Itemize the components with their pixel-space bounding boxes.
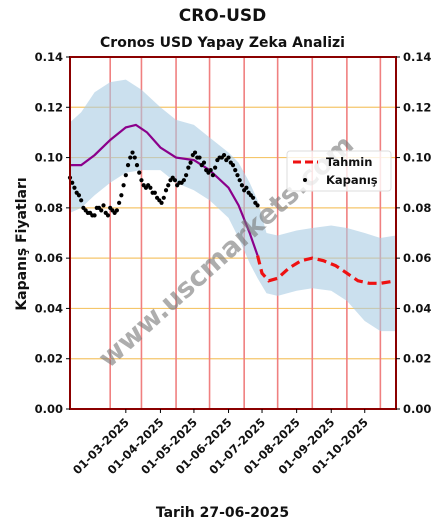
chart-subtitle: Cronos USD Yapay Zeka Analizi: [100, 35, 345, 51]
close-price-point: [237, 178, 242, 183]
close-price-point: [184, 173, 189, 178]
close-price-point: [188, 160, 193, 165]
close-price-point: [105, 213, 111, 218]
close-price-point: [250, 195, 256, 200]
close-price-point: [134, 163, 140, 168]
close-price-point: [99, 208, 104, 213]
legend-forecast-label: Tahmin: [326, 155, 372, 169]
close-price-point: [128, 155, 133, 160]
y-tick-label-right: 0.10: [403, 151, 431, 165]
close-price-point: [79, 198, 84, 203]
close-price-point: [70, 180, 75, 185]
close-price-point: [117, 200, 122, 205]
close-price-point: [192, 150, 198, 155]
y-tick-label-left: 0.02: [35, 352, 63, 366]
plot-frame: [69, 56, 397, 410]
close-price-point: [239, 183, 245, 188]
y-tick-label-left: 0.12: [35, 100, 63, 114]
y-tick-label-left: 0.08: [35, 201, 63, 215]
close-price-point: [166, 183, 171, 188]
close-price-point: [139, 178, 144, 183]
y-tick-label-right: 0.08: [403, 201, 431, 215]
close-price-point: [233, 168, 238, 173]
trend-line: [70, 123, 259, 256]
forecast-line: [256, 255, 397, 285]
close-price-point: [161, 195, 166, 200]
y-tick-label-right: 0.12: [403, 100, 431, 114]
close-price-point: [114, 208, 119, 213]
chart-title: CRO-USD: [178, 6, 267, 26]
close-price-point: [101, 203, 106, 208]
close-price-point: [159, 200, 164, 205]
y-tick-label-left: 0.00: [35, 402, 63, 416]
close-price-point: [181, 178, 186, 183]
close-price-point: [235, 173, 240, 178]
close-price-point: [197, 155, 202, 160]
close-price-point: [121, 183, 126, 188]
close-price-point: [148, 185, 153, 190]
y-tick-label-right: 0.04: [403, 301, 431, 315]
close-price-point: [208, 168, 213, 173]
close-price-point: [201, 160, 207, 165]
close-price-point: [221, 152, 227, 158]
y-tick-label-right: 0.06: [403, 251, 431, 265]
legend: Tahmin Kapanış: [286, 150, 392, 192]
close-price-point: [230, 163, 236, 168]
y-tick-label-left: 0.10: [35, 151, 63, 165]
y-tick-label-right: 0.00: [403, 402, 431, 416]
close-price-point: [125, 163, 131, 168]
close-price-point: [130, 150, 135, 155]
close-price-point: [244, 185, 249, 190]
close-price-point: [137, 170, 142, 175]
x-axis-caption: Tarih 27-06-2025: [155, 505, 290, 521]
close-price-point: [119, 193, 124, 198]
close-price-point: [92, 213, 97, 218]
close-price-point: [76, 193, 82, 198]
close-price-point: [255, 203, 260, 208]
legend-close-label: Kapanış: [326, 173, 378, 187]
close-price-point: [72, 185, 77, 190]
y-tick-label-left: 0.06: [35, 251, 63, 265]
y-tick-label-right: 0.14: [403, 50, 431, 64]
close-price-point: [152, 190, 157, 195]
y-tick-label-right: 0.02: [403, 352, 431, 366]
close-price-point: [210, 173, 216, 178]
close-price-point: [186, 165, 191, 170]
y-tick-label-left: 0.04: [35, 301, 63, 315]
close-price-point: [172, 178, 178, 183]
close-price-point: [123, 173, 128, 178]
close-price-point: [226, 155, 231, 160]
close-price-point: [213, 165, 218, 170]
close-price-point: [132, 155, 137, 160]
close-price-point: [163, 188, 169, 193]
legend-close-swatch: [303, 178, 307, 182]
y-tick-label-left: 0.14: [35, 50, 63, 64]
confidence-band: [70, 79, 396, 332]
